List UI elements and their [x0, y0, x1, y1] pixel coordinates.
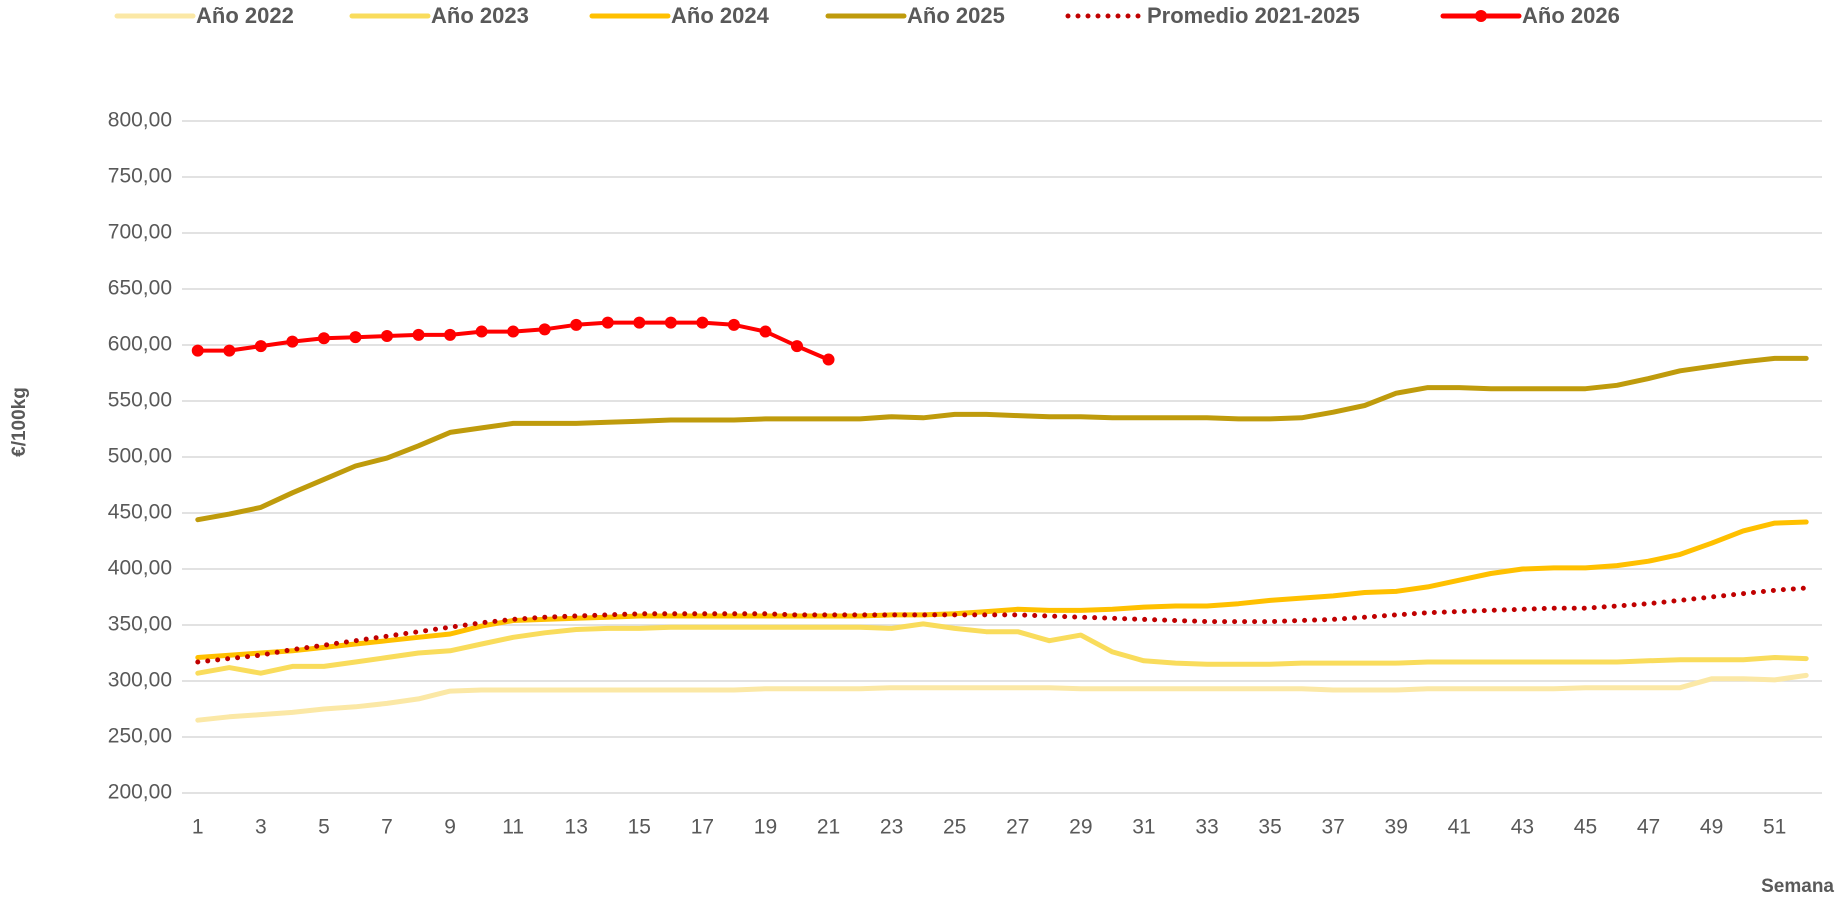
legend-label: Año 2023 — [431, 3, 529, 28]
series-line — [195, 519, 1809, 660]
point — [696, 316, 709, 329]
x-tick-label: 39 — [1385, 816, 1408, 839]
point — [538, 323, 551, 336]
point — [475, 325, 488, 338]
series-line — [195, 672, 1809, 723]
x-tick-label: 17 — [691, 816, 714, 839]
point — [601, 316, 614, 329]
y-tick-label: 500,00 — [108, 445, 172, 468]
x-tick-label: 29 — [1069, 816, 1092, 839]
x-tick-label: 47 — [1637, 816, 1660, 839]
x-tick-label: 25 — [943, 816, 966, 839]
point — [317, 332, 330, 345]
x-axis-title: Semana — [1761, 876, 1834, 897]
point — [349, 331, 362, 344]
x-tick-label: 23 — [880, 816, 903, 839]
legend-marker — [1475, 10, 1487, 22]
x-tick-label: 5 — [318, 816, 330, 839]
x-tick-label: 7 — [381, 816, 393, 839]
y-tick-label: 600,00 — [108, 333, 172, 356]
legend-label: Año 2024 — [671, 3, 770, 28]
point — [254, 340, 267, 353]
point — [412, 328, 425, 341]
x-tick-label: 41 — [1448, 816, 1471, 839]
y-tick-label: 700,00 — [108, 221, 172, 244]
legend-label: Año 2025 — [907, 3, 1005, 28]
y-tick-label: 350,00 — [108, 613, 172, 636]
legend-label: Año 2026 — [1522, 3, 1620, 28]
series-line — [195, 585, 1809, 665]
x-tick-label: 49 — [1700, 816, 1723, 839]
y-tick-label: 200,00 — [108, 781, 172, 804]
point — [664, 316, 677, 329]
y-tick-label: 650,00 — [108, 277, 172, 300]
x-tick-label: 3 — [255, 816, 267, 839]
x-tick-label: 31 — [1132, 816, 1155, 839]
x-tick-label: 43 — [1511, 816, 1534, 839]
x-tick-label: 27 — [1006, 816, 1029, 839]
point — [191, 344, 204, 357]
x-tick-label: 21 — [817, 816, 840, 839]
x-tick-label: 11 — [502, 816, 524, 839]
y-tick-label: 800,00 — [108, 109, 172, 132]
series-line — [195, 355, 1809, 523]
point — [633, 316, 646, 329]
point — [286, 335, 299, 348]
point — [822, 353, 835, 366]
point — [381, 330, 393, 343]
x-tick-label: 51 — [1763, 816, 1786, 839]
point — [223, 344, 236, 357]
x-tick-label: 33 — [1195, 816, 1218, 839]
y-axis-title: €/100kg — [9, 387, 30, 457]
x-tick-label: 1 — [192, 816, 204, 839]
x-tick-label: 45 — [1574, 816, 1597, 839]
legend-label: Promedio 2021-2025 — [1147, 3, 1360, 28]
y-tick-label: 300,00 — [108, 669, 172, 692]
point — [759, 325, 772, 338]
y-tick-label: 750,00 — [108, 165, 172, 188]
series-line — [195, 621, 1809, 676]
point — [507, 325, 520, 338]
point — [570, 318, 583, 331]
x-tick-label: 9 — [444, 816, 456, 839]
x-tick-label: 19 — [754, 816, 777, 839]
x-tick-label: 13 — [565, 816, 588, 839]
y-tick-label: 400,00 — [108, 557, 172, 580]
point — [791, 340, 803, 353]
y-tick-label: 550,00 — [108, 389, 172, 412]
point — [444, 328, 457, 341]
y-tick-label: 250,00 — [108, 725, 172, 748]
y-tick-label: 450,00 — [108, 501, 172, 524]
legend-label: Año 2022 — [196, 3, 294, 28]
x-tick-label: 37 — [1321, 816, 1344, 839]
x-tick-label: 35 — [1258, 816, 1281, 839]
point — [727, 318, 740, 331]
x-tick-label: 15 — [628, 816, 651, 839]
